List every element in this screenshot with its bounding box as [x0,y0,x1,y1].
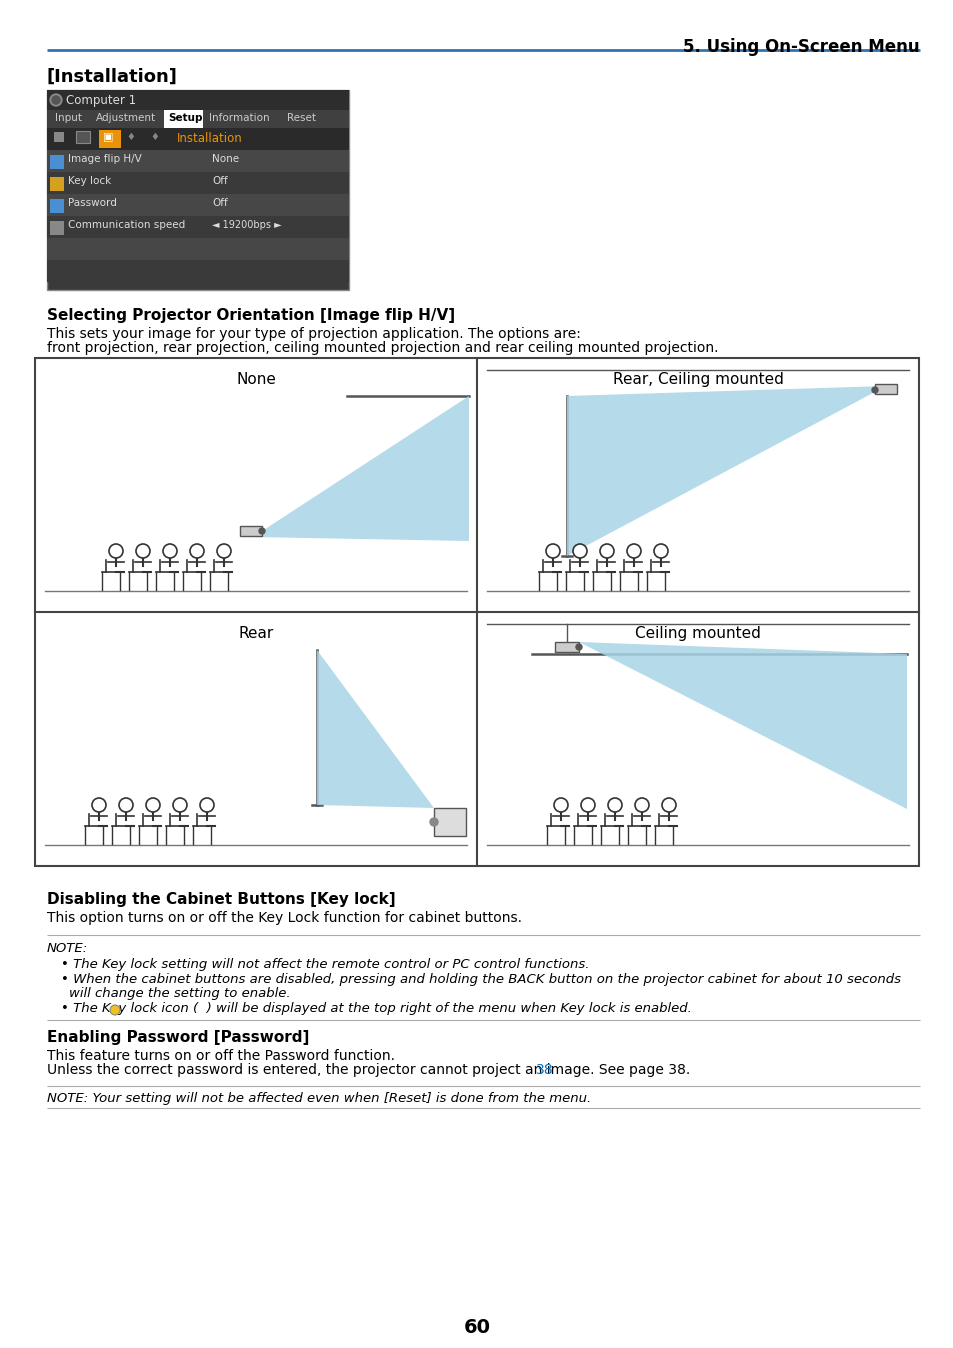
FancyBboxPatch shape [99,129,121,148]
Text: Information: Information [209,113,270,123]
Circle shape [430,818,437,826]
Polygon shape [253,396,469,541]
Text: [Installation]: [Installation] [47,67,177,86]
Text: ♦: ♦ [126,132,134,142]
Circle shape [635,798,648,811]
FancyBboxPatch shape [47,128,349,150]
Text: NOTE: Your setting will not be affected even when [Reset] is done from the menu.: NOTE: Your setting will not be affected … [47,1092,591,1105]
Text: Off: Off [212,198,228,208]
Text: Rear, Ceiling mounted: Rear, Ceiling mounted [612,372,782,387]
FancyBboxPatch shape [47,239,349,260]
Circle shape [661,798,676,811]
FancyBboxPatch shape [240,526,262,537]
FancyBboxPatch shape [47,90,349,290]
Text: Input: Input [55,113,82,123]
Text: Key lock: Key lock [68,177,112,186]
FancyBboxPatch shape [164,111,203,128]
Circle shape [654,545,667,558]
FancyBboxPatch shape [50,200,64,213]
FancyBboxPatch shape [50,155,64,168]
Text: Image flip H/V: Image flip H/V [68,154,142,164]
Text: This feature turns on or off the Password function.: This feature turns on or off the Passwor… [47,1049,395,1064]
Circle shape [576,644,581,650]
FancyBboxPatch shape [555,642,578,652]
Circle shape [573,545,586,558]
Text: will change the setting to enable.: will change the setting to enable. [69,987,291,1000]
Text: Setup: Setup [168,113,202,123]
Circle shape [216,545,231,558]
Text: Installation: Installation [177,132,242,146]
Text: Computer 1: Computer 1 [66,94,136,106]
Text: This option turns on or off the Key Lock function for cabinet buttons.: This option turns on or off the Key Lock… [47,911,521,925]
FancyBboxPatch shape [47,111,349,128]
FancyBboxPatch shape [434,807,465,836]
Polygon shape [578,642,906,809]
Circle shape [172,798,187,811]
FancyBboxPatch shape [50,221,64,235]
Text: Ceiling mounted: Ceiling mounted [635,625,760,642]
Circle shape [110,1006,120,1015]
Text: Communication speed: Communication speed [68,220,185,231]
Text: None: None [235,372,275,387]
Text: • When the cabinet buttons are disabled, pressing and holding the BACK button on: • When the cabinet buttons are disabled,… [61,973,900,985]
Circle shape [258,528,265,534]
Text: ♦: ♦ [150,132,158,142]
FancyBboxPatch shape [874,384,896,394]
Circle shape [136,545,150,558]
Text: ◄ 19200bps ►: ◄ 19200bps ► [212,220,281,231]
Circle shape [50,94,62,106]
Text: None: None [212,154,239,164]
Text: 60: 60 [463,1318,490,1337]
Text: Adjustment: Adjustment [96,113,156,123]
Text: Selecting Projector Orientation [Image flip H/V]: Selecting Projector Orientation [Image f… [47,307,455,324]
Text: Unless the correct password is entered, the projector cannot project an image. S: Unless the correct password is entered, … [47,1064,690,1077]
Text: 5. Using On-Screen Menu: 5. Using On-Screen Menu [682,38,919,57]
Text: Disabling the Cabinet Buttons [Key lock]: Disabling the Cabinet Buttons [Key lock] [47,892,395,907]
FancyBboxPatch shape [47,216,349,239]
Text: • The Key lock setting will not affect the remote control or PC control function: • The Key lock setting will not affect t… [61,958,589,971]
Polygon shape [566,386,885,555]
Circle shape [91,798,106,811]
Circle shape [163,545,177,558]
Circle shape [190,545,204,558]
FancyBboxPatch shape [47,90,349,111]
FancyBboxPatch shape [47,194,349,216]
Circle shape [109,545,123,558]
FancyBboxPatch shape [50,177,64,191]
Text: front projection, rear projection, ceiling mounted projection and rear ceiling m: front projection, rear projection, ceili… [47,341,718,355]
Circle shape [554,798,567,811]
Text: NOTE:: NOTE: [47,942,89,954]
Circle shape [626,545,640,558]
Text: Rear: Rear [238,625,274,642]
Polygon shape [316,650,434,807]
Circle shape [200,798,213,811]
Circle shape [146,798,160,811]
Text: Reset: Reset [287,113,315,123]
Text: Enabling Password [Password]: Enabling Password [Password] [47,1030,309,1045]
Text: ▣: ▣ [103,132,113,142]
Text: 38: 38 [536,1064,554,1077]
Text: Off: Off [212,177,228,186]
Circle shape [580,798,595,811]
FancyBboxPatch shape [54,132,64,142]
Circle shape [871,387,877,394]
FancyBboxPatch shape [47,150,349,173]
Circle shape [52,96,60,104]
Circle shape [599,545,614,558]
Circle shape [545,545,559,558]
Text: Password: Password [68,198,117,208]
FancyBboxPatch shape [35,359,918,865]
Circle shape [119,798,132,811]
FancyBboxPatch shape [76,131,90,143]
Circle shape [607,798,621,811]
Text: • The Key lock icon (  ) will be displayed at the top right of the menu when Key: • The Key lock icon ( ) will be displaye… [61,1002,691,1015]
FancyBboxPatch shape [47,173,349,194]
FancyBboxPatch shape [47,260,349,282]
Text: This sets your image for your type of projection application. The options are:: This sets your image for your type of pr… [47,328,580,341]
